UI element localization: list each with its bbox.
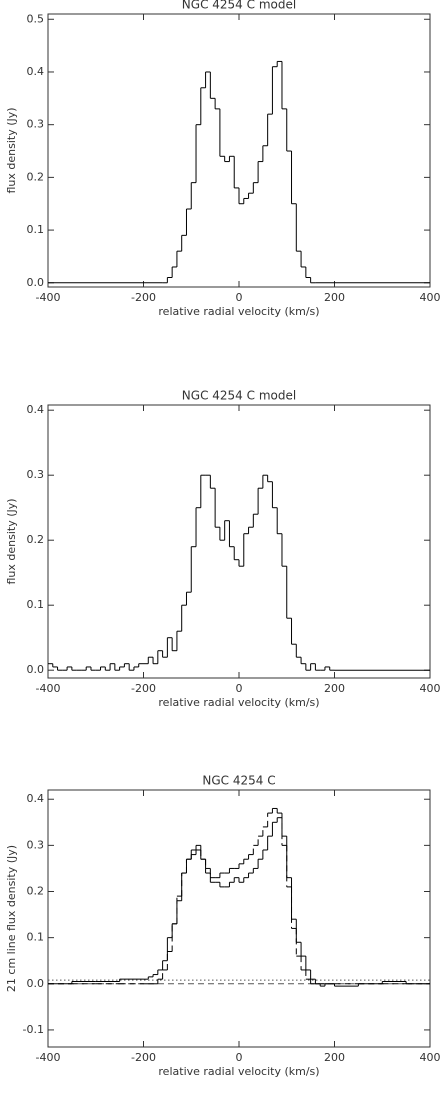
y-tick-label: 0.1 <box>27 931 45 944</box>
y-tick-label: 0.2 <box>27 533 45 546</box>
y-tick-label: 0.3 <box>27 838 45 851</box>
y-tick-label: 0.0 <box>27 663 45 676</box>
x-tick-label: 0 <box>236 682 243 695</box>
x-tick-label: -400 <box>36 682 61 695</box>
x-tick-label: 400 <box>420 1051 440 1064</box>
x-axis-label: relative radial velocity (km/s) <box>158 1065 319 1078</box>
y-tick-label: 0.5 <box>27 12 45 25</box>
plot-frame <box>48 405 430 678</box>
y-axis-label: flux density (Jy) <box>5 498 18 584</box>
y-tick-label: 0.1 <box>27 598 45 611</box>
y-tick-label: 0.0 <box>27 276 45 289</box>
y-axis-label: flux density (Jy) <box>5 107 18 193</box>
plot-frame <box>48 14 430 287</box>
y-tick-label: 0.4 <box>27 65 45 78</box>
plot-frame <box>48 790 430 1047</box>
x-tick-label: -200 <box>131 1051 156 1064</box>
x-tick-label: -400 <box>36 291 61 304</box>
x-tick-label: 0 <box>236 1051 243 1064</box>
chart-title: NGC 4254 C <box>202 774 275 788</box>
y-tick-label: 0.4 <box>27 792 45 805</box>
x-axis-label: relative radial velocity (km/s) <box>158 305 319 318</box>
x-tick-label: 200 <box>324 291 345 304</box>
chart-title: NGC 4254 C model <box>182 0 296 12</box>
x-axis-label: relative radial velocity (km/s) <box>158 696 319 709</box>
y-tick-label: 0.3 <box>27 468 45 481</box>
x-tick-label: -200 <box>131 682 156 695</box>
y-axis-label: 21 cm line flux density (Jy) <box>5 845 18 992</box>
y-tick-label: 0.2 <box>27 170 45 183</box>
x-tick-label: 0 <box>236 291 243 304</box>
x-tick-label: 200 <box>324 1051 345 1064</box>
y-tick-label: 0.1 <box>27 223 45 236</box>
y-tick-label: 0.3 <box>27 118 45 131</box>
y-tick-label: 0.4 <box>27 403 45 416</box>
x-tick-label: -400 <box>36 1051 61 1064</box>
x-tick-label: 200 <box>324 682 345 695</box>
x-tick-label: -200 <box>131 291 156 304</box>
x-tick-label: 400 <box>420 291 440 304</box>
y-tick-label: -0.1 <box>23 1023 44 1036</box>
chart-title: NGC 4254 C model <box>182 389 296 403</box>
y-tick-label: 0.2 <box>27 885 45 898</box>
x-tick-label: 400 <box>420 682 440 695</box>
y-tick-label: 0.0 <box>27 977 45 990</box>
